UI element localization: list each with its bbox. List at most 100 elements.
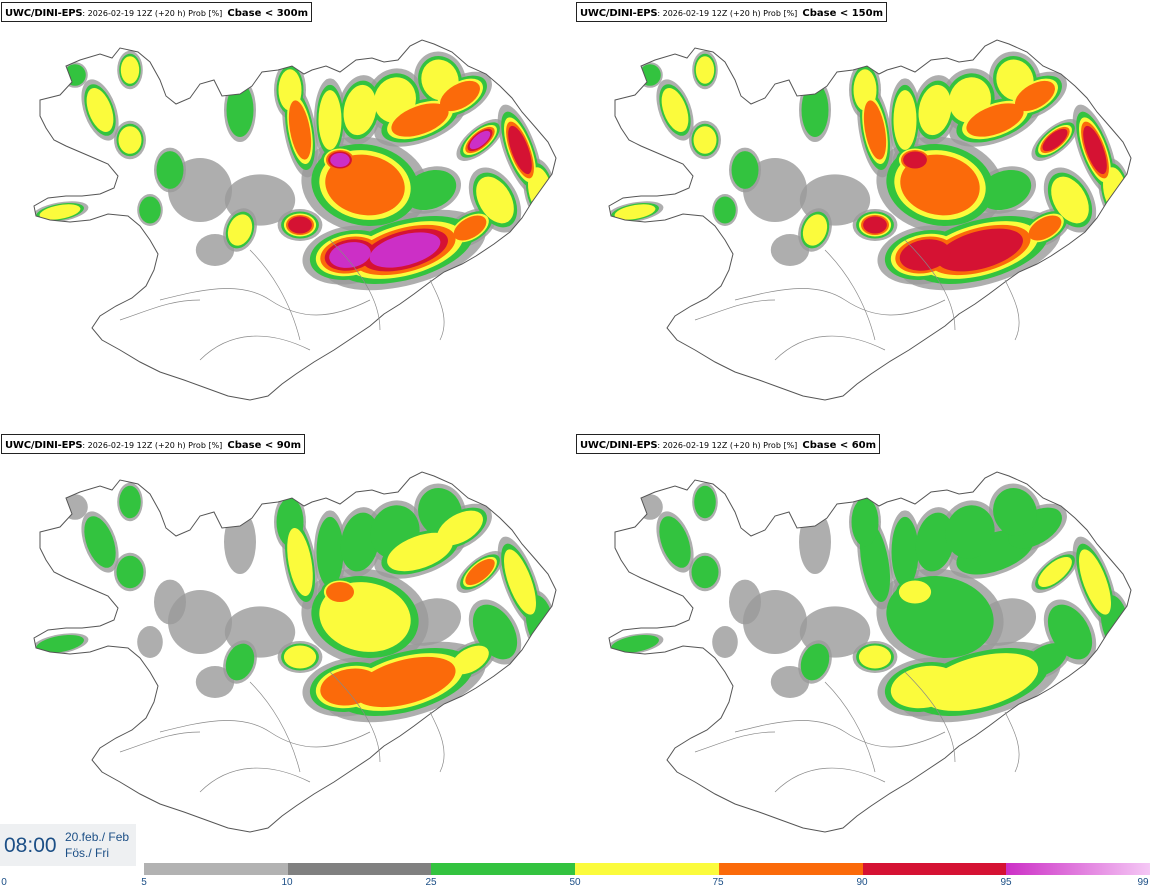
probability-colorbar: [144, 863, 1150, 875]
prob-area-level-4: [503, 549, 537, 615]
run-info: : 2026-02-19 12Z (+20 h) Prob [%]: [657, 9, 798, 18]
prob-area-low: [1059, 679, 1091, 705]
prob-area-level-3: [978, 169, 1032, 211]
prob-area-low: [743, 158, 807, 222]
variable-label: Cbase < 90m: [227, 440, 302, 451]
probability-field: [609, 0, 1144, 338]
boundary-line: [734, 720, 946, 748]
boundary-line: [1004, 711, 1020, 773]
colorbar-tick-label: 10: [281, 877, 293, 888]
prob-area-low: [137, 626, 163, 658]
prob-area-level-3: [800, 643, 830, 681]
prob-area-level-3: [731, 151, 759, 189]
boundary-line: [249, 249, 301, 341]
iceland-map: [608, 0, 1144, 401]
prob-area-level-7: [330, 153, 350, 167]
panel-title: UWC/DINI-EPS: 2026-02-19 12Z (+20 h) Pro…: [1, 434, 306, 454]
colorbar-tick-label: 90: [856, 877, 868, 888]
prob-area-low: [1095, 432, 1144, 475]
map-panel-cbase-150m: UWC/DINI-EPS: 2026-02-19 12Z (+20 h) Pro…: [575, 0, 1150, 430]
prob-area-low: [1059, 247, 1091, 273]
colorbar-tick-label: 95: [1000, 877, 1012, 888]
prob-area-level-3: [403, 169, 457, 211]
model-name: UWC/DINI-EPS: [580, 8, 658, 19]
boundary-line: [249, 681, 301, 773]
prob-area-level-7: [369, 232, 441, 268]
prob-area-level-4: [858, 645, 892, 669]
prob-area-low: [712, 626, 738, 658]
prob-area-low: [195, 666, 235, 698]
probability-field: [609, 432, 1144, 770]
coastline: [608, 39, 1132, 401]
prob-area-low: [400, 744, 420, 770]
prob-area-level-6: [863, 216, 887, 234]
boundary-line: [824, 249, 876, 341]
prob-area-level-3: [659, 516, 691, 568]
prob-area-level-3: [891, 516, 919, 588]
colorbar-bin-5-10: [144, 863, 289, 875]
colorbar-bin-75-90: [718, 863, 864, 875]
prob-area-level-4: [451, 645, 489, 675]
prob-area-level-5: [863, 100, 887, 160]
prob-area-level-4: [278, 69, 302, 111]
prob-area-level-5: [453, 215, 487, 241]
prob-area-level-3: [639, 64, 661, 86]
colorbar-tick-label: 75: [712, 877, 724, 888]
prob-area-low: [400, 312, 420, 338]
valid-date: 20.feb./ Feb: [65, 830, 130, 844]
colorbar-tick-label: 25: [425, 877, 437, 888]
prob-area-level-3: [225, 643, 255, 681]
prob-area-level-5: [391, 103, 449, 137]
prob-area-level-5: [288, 100, 312, 160]
run-info: : 2026-02-19 12Z (+20 h) Prob [%]: [657, 441, 798, 450]
prob-area-low: [1095, 0, 1144, 43]
prob-area-level-3: [1047, 604, 1093, 660]
prob-area-level-4: [898, 580, 932, 604]
prob-area-level-3: [945, 505, 995, 559]
prob-area-level-3: [611, 634, 659, 654]
panel-title: UWC/DINI-EPS: 2026-02-19 12Z (+20 h) Pro…: [576, 2, 888, 22]
colorbar-tick-label: 50: [569, 877, 581, 888]
prob-area-level-4: [853, 69, 877, 111]
prob-area-low: [799, 510, 831, 574]
prob-area-level-3: [84, 516, 116, 568]
variable-label: Cbase < 60m: [802, 440, 877, 451]
iceland-map: [33, 39, 557, 401]
iceland-map: [608, 432, 1144, 833]
map-panel-cbase-90m: UWC/DINI-EPS: 2026-02-19 12Z (+20 h) Pro…: [0, 432, 575, 862]
prob-area-level-3: [472, 604, 518, 660]
prob-area-level-4: [918, 84, 952, 136]
panel-title: UWC/DINI-EPS: 2026-02-19 12Z (+20 h) Pro…: [576, 434, 881, 454]
map-panel-cbase-300m: UWC/DINI-EPS: 2026-02-19 12Z (+20 h) Pro…: [0, 0, 575, 430]
valid-weekday: Fös./ Fri: [65, 846, 109, 860]
prob-area-low: [520, 432, 569, 475]
panel-title: UWC/DINI-EPS: 2026-02-19 12Z (+20 h) Pro…: [1, 2, 313, 22]
prob-area-level-7: [329, 242, 371, 268]
prob-area-level-4: [343, 84, 377, 136]
boundary-line: [824, 681, 876, 773]
prob-area-level-4: [86, 88, 114, 132]
prob-area-low: [195, 234, 235, 266]
prob-area-level-4: [318, 90, 342, 150]
boundary-line: [904, 239, 956, 331]
prob-area-level-5: [900, 154, 980, 216]
valid-time-box: 08:00 20.feb./ Feb Fös./ Fri: [0, 824, 136, 866]
prob-area-level-3: [694, 485, 716, 519]
prob-area-level-4: [227, 214, 253, 246]
prob-area-level-5: [325, 154, 405, 216]
prob-area-level-4: [287, 527, 313, 597]
boundary-line: [429, 279, 445, 341]
boundary-line: [199, 767, 311, 793]
prob-area-level-4: [120, 56, 140, 84]
prob-area-low: [168, 590, 232, 654]
prob-area-level-3: [714, 196, 736, 224]
prob-area-level-5: [354, 656, 456, 708]
colorbar-tick-label: 99: [1137, 877, 1149, 888]
prob-area-low: [975, 744, 995, 770]
prob-area-level-4: [437, 510, 483, 546]
prob-area-level-3: [691, 555, 719, 589]
variable-label: Cbase < 300m: [227, 8, 309, 19]
boundary-line: [774, 767, 886, 793]
model-name: UWC/DINI-EPS: [580, 440, 658, 451]
map-panel-cbase-60m: UWC/DINI-EPS: 2026-02-19 12Z (+20 h) Pro…: [575, 432, 1150, 862]
